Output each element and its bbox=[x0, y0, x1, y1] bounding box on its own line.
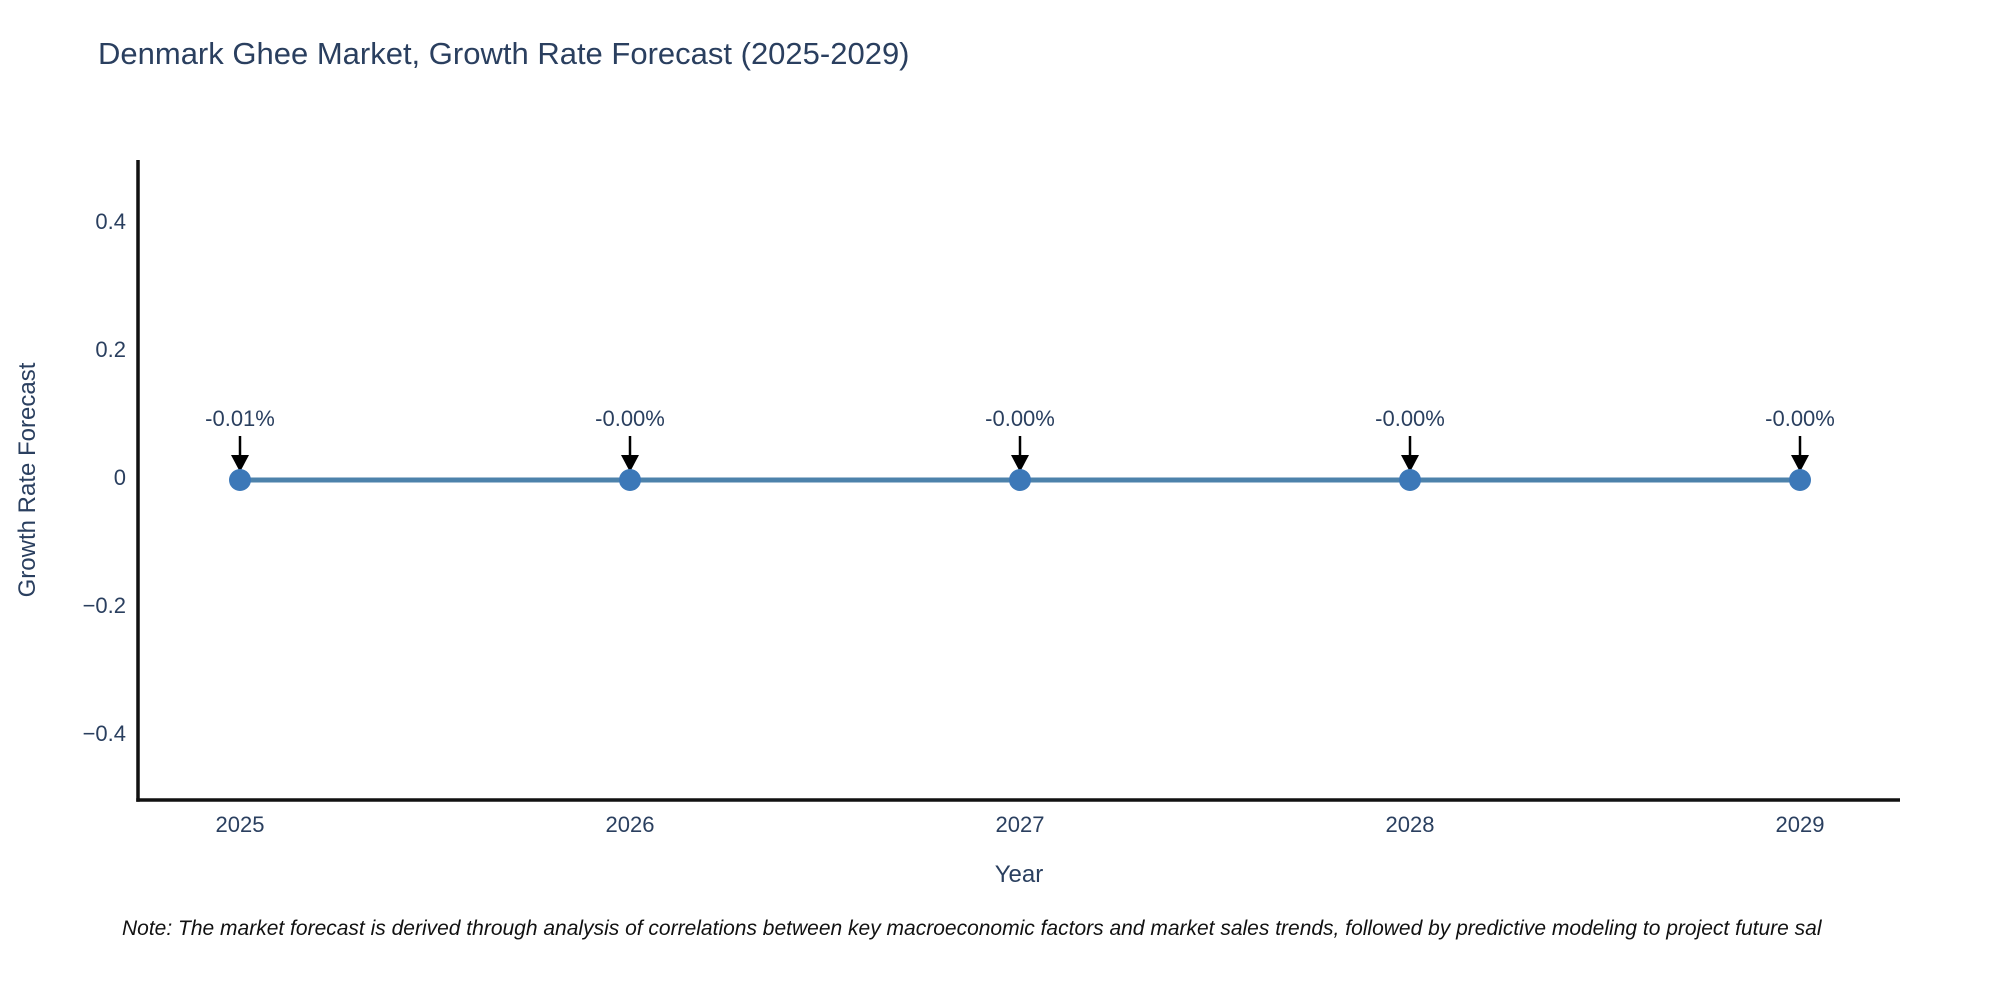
annotation-arrow-head-icon bbox=[231, 455, 249, 472]
x-tick-label: 2028 bbox=[1385, 812, 1435, 837]
data-point-annotation: -0.00% bbox=[985, 406, 1055, 431]
data-point-annotation: -0.00% bbox=[1765, 406, 1835, 431]
y-tick-label: 0.2 bbox=[95, 337, 126, 362]
footnote: Note: The market forecast is derived thr… bbox=[122, 917, 1822, 940]
annotation-arrow-head-icon bbox=[1401, 455, 1419, 472]
data-point-marker bbox=[619, 469, 641, 491]
x-tick-label: 2025 bbox=[215, 812, 265, 837]
data-point-marker bbox=[229, 469, 251, 491]
x-axis-title: Year bbox=[994, 861, 1044, 888]
y-tick-label: 0 bbox=[113, 465, 126, 490]
y-tick-label: −0.4 bbox=[82, 721, 126, 746]
data-point-annotation: -0.00% bbox=[1375, 406, 1445, 431]
y-tick-label: −0.2 bbox=[82, 593, 126, 618]
data-point-marker bbox=[1399, 469, 1421, 491]
data-point-annotation: -0.01% bbox=[205, 406, 275, 431]
y-tick-label: 0.4 bbox=[95, 209, 126, 234]
data-point-annotation: -0.00% bbox=[595, 406, 665, 431]
annotation-arrow-head-icon bbox=[1791, 455, 1809, 472]
data-point-marker bbox=[1009, 469, 1031, 491]
chart-title: Denmark Ghee Market, Growth Rate Forecas… bbox=[98, 36, 910, 71]
annotation-arrow-head-icon bbox=[1011, 455, 1029, 472]
annotation-arrow-head-icon bbox=[621, 455, 639, 472]
data-point-marker bbox=[1789, 469, 1811, 491]
x-tick-label: 2026 bbox=[605, 812, 655, 837]
x-tick-label: 2029 bbox=[1775, 812, 1825, 837]
x-tick-label: 2027 bbox=[995, 812, 1045, 837]
